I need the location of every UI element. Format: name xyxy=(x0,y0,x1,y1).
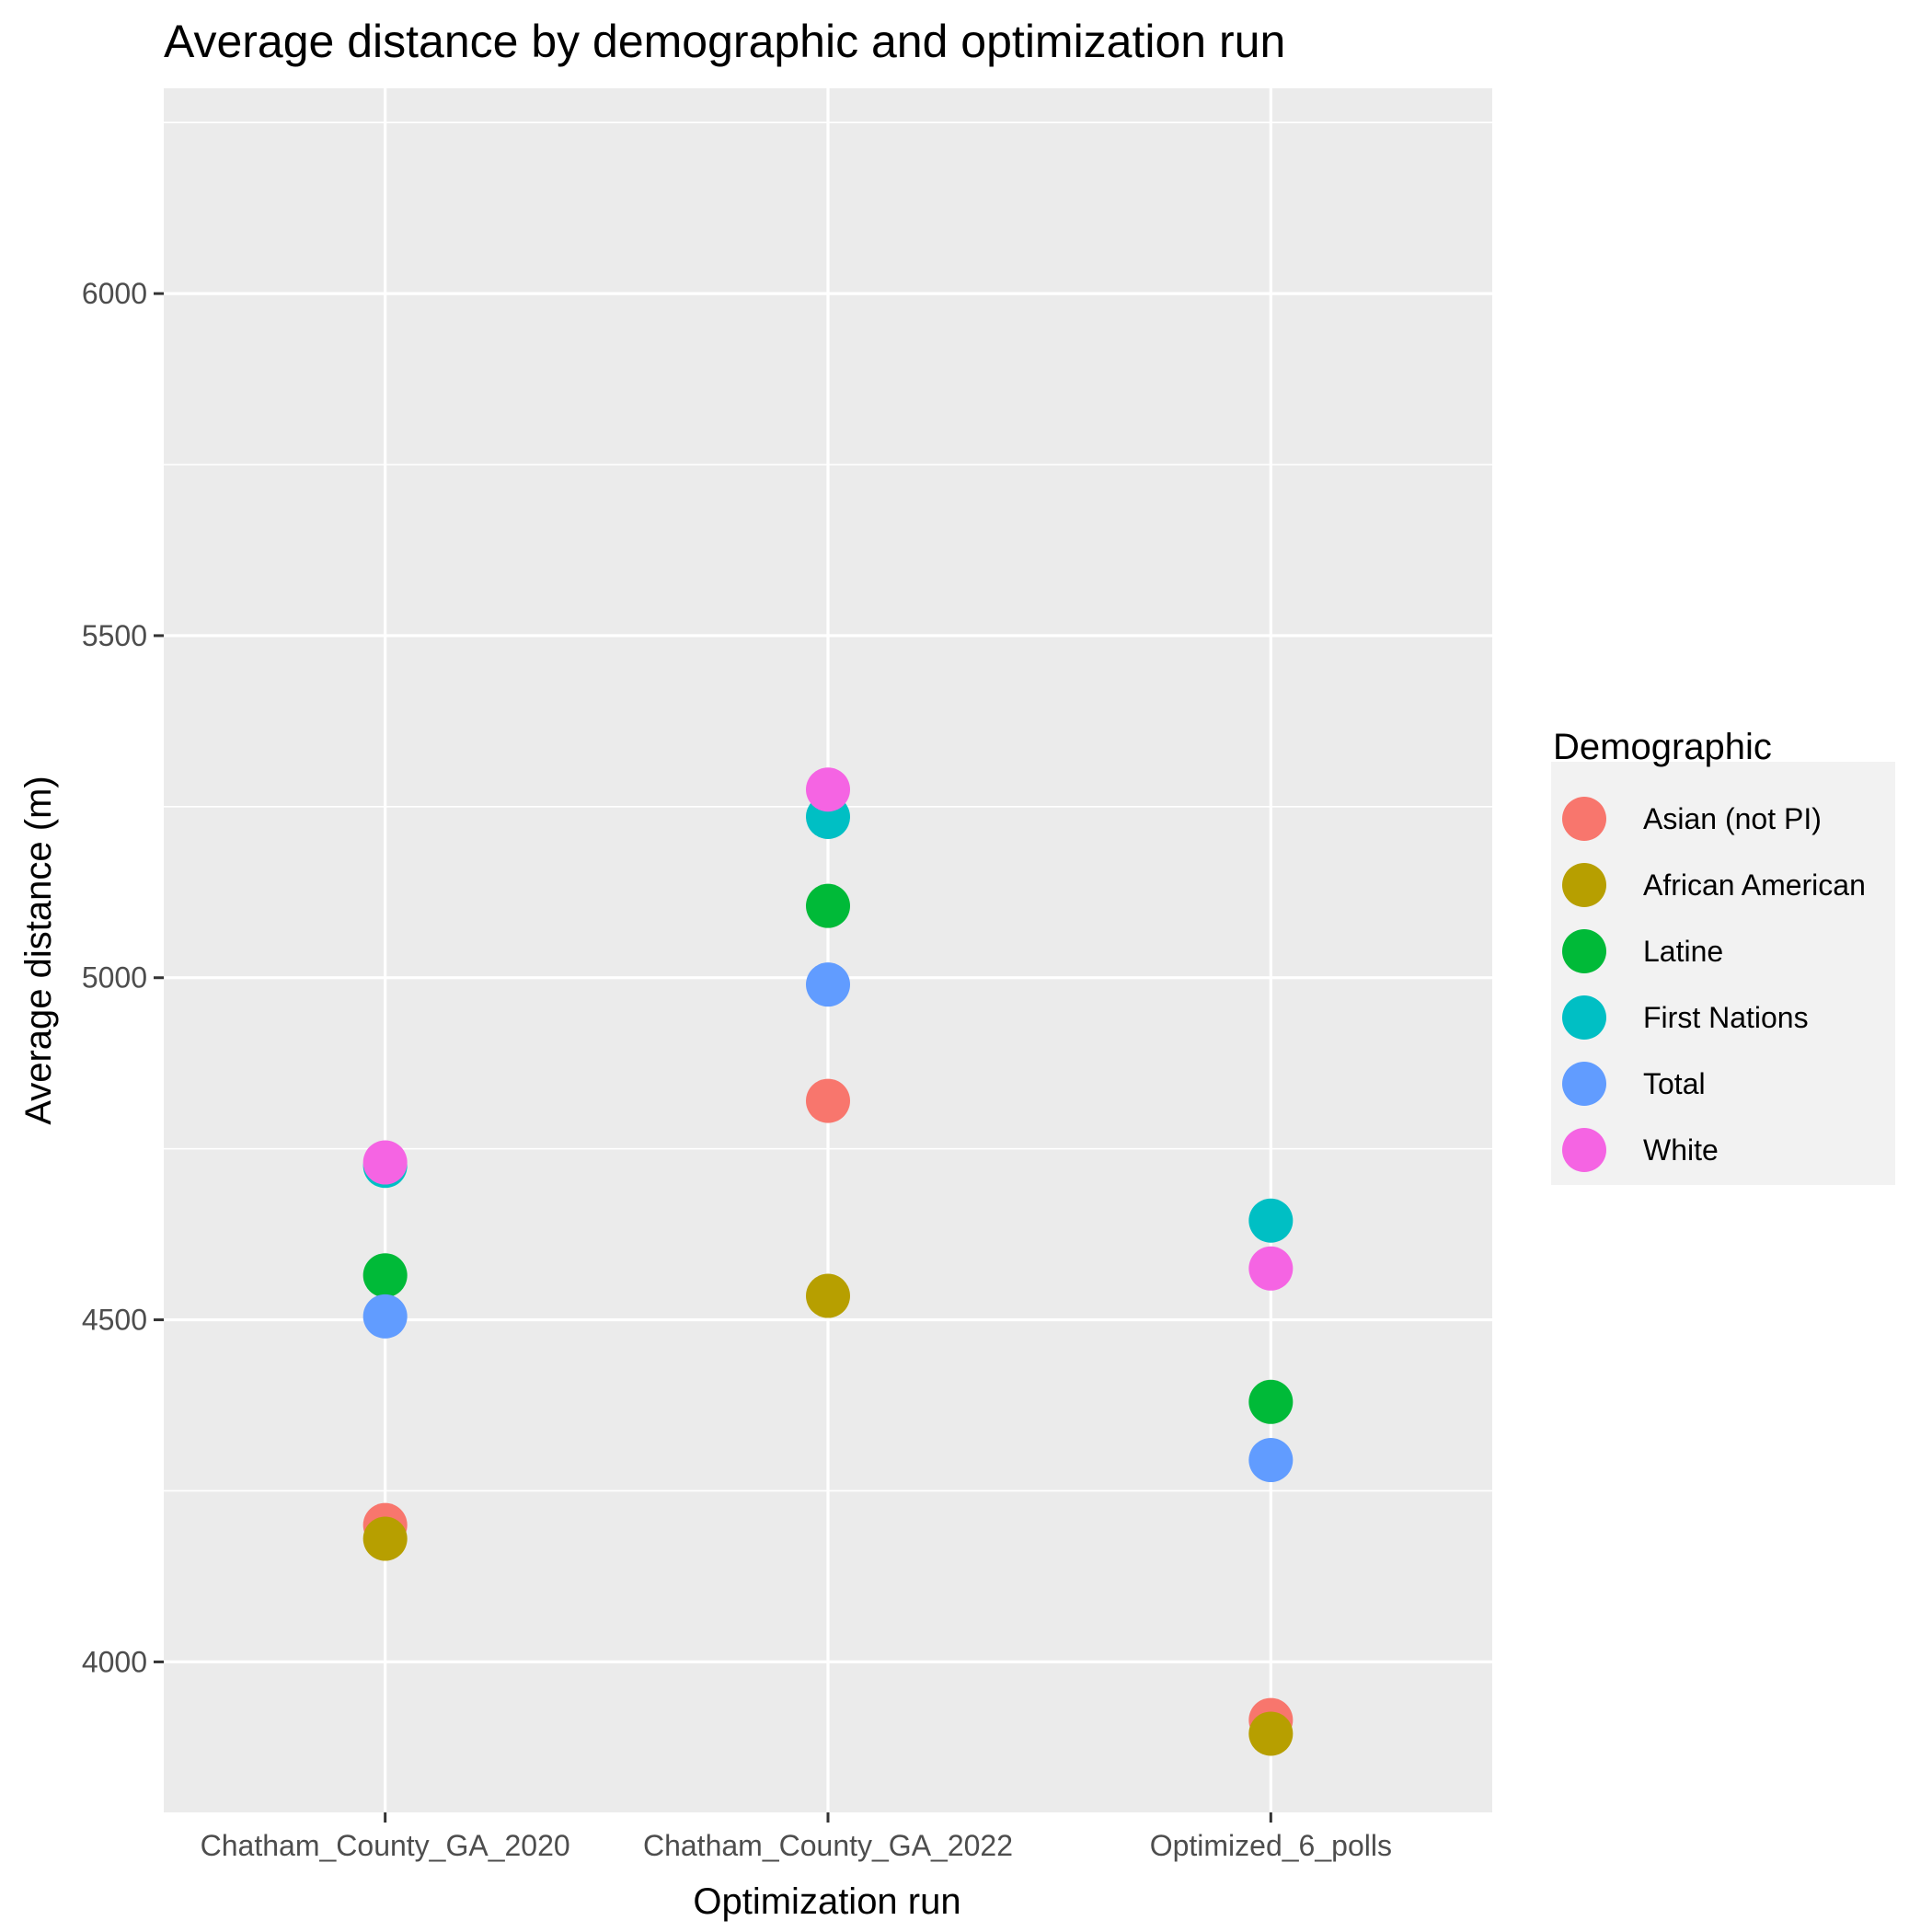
x-tick-label: Chatham_County_GA_2020 xyxy=(201,1829,570,1862)
y-tick-label: 4000 xyxy=(82,1645,147,1678)
legend-label: Latine xyxy=(1643,935,1723,968)
legend-label: First Nations xyxy=(1643,1001,1809,1034)
data-point xyxy=(806,767,850,812)
chart-title: Average distance by demographic and opti… xyxy=(164,16,1285,67)
legend-title: Demographic xyxy=(1553,727,1772,767)
y-tick-label: 5500 xyxy=(82,619,147,652)
data-point xyxy=(1248,1438,1294,1483)
legend-background xyxy=(1551,762,1895,1185)
data-point xyxy=(1248,1379,1294,1424)
y-tick-label: 4500 xyxy=(82,1304,147,1337)
data-point xyxy=(1248,1198,1294,1243)
legend-key xyxy=(1562,1062,1606,1106)
y-axis-title: Average distance (m) xyxy=(18,776,59,1124)
legend-key xyxy=(1562,929,1606,973)
legend-key xyxy=(1562,1128,1606,1172)
data-point xyxy=(806,962,850,1007)
x-axis: Chatham_County_GA_2020 Chatham_County_GA_… xyxy=(201,1812,1392,1862)
legend-label: African American xyxy=(1643,868,1866,902)
data-point xyxy=(806,1078,850,1123)
x-tick-label: Optimized_6_polls xyxy=(1150,1829,1392,1862)
y-tick-label: 6000 xyxy=(82,277,147,310)
data-point xyxy=(362,1294,408,1339)
y-tick-label: 5000 xyxy=(82,961,147,995)
legend-key xyxy=(1562,863,1606,907)
legend-label: Asian (not PI) xyxy=(1643,802,1822,835)
data-point xyxy=(806,1273,850,1318)
legend-label: White xyxy=(1643,1133,1719,1167)
legend-key xyxy=(1562,995,1606,1040)
legend-items: Asian (not PI) African American Latine Firs… xyxy=(1562,797,1866,1172)
data-point xyxy=(1248,1711,1294,1756)
y-axis: 4000 4500 5000 5500 6000 xyxy=(82,277,164,1678)
data-point xyxy=(362,1140,408,1185)
data-point xyxy=(806,883,850,928)
legend-key xyxy=(1562,797,1606,841)
legend-label: Total xyxy=(1643,1067,1706,1100)
data-point xyxy=(362,1253,408,1298)
data-points xyxy=(362,767,1294,1756)
data-point xyxy=(1248,1246,1294,1291)
data-point xyxy=(362,1516,408,1561)
x-tick-label: Chatham_County_GA_2022 xyxy=(643,1829,1013,1862)
x-axis-title: Optimization run xyxy=(693,1881,960,1922)
legend: Demographic Asian (not PI) African Americ… xyxy=(1551,727,1895,1185)
